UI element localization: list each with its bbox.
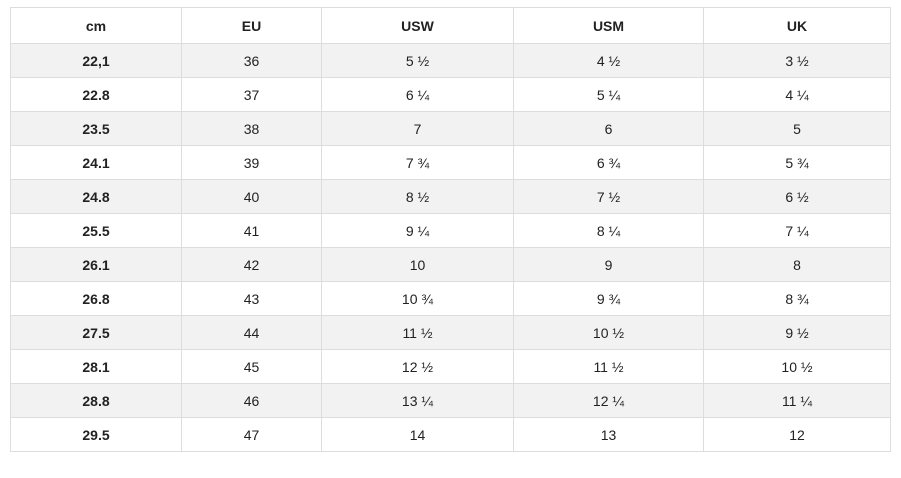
cell-uk: 4 ¼ — [703, 77, 891, 112]
cell-cm: 26.1 — [10, 247, 182, 282]
cell-eu: 36 — [181, 43, 322, 78]
header-eu: EU — [181, 7, 322, 44]
cell-usm: 5 ¼ — [513, 77, 704, 112]
cell-cm: 28.1 — [10, 349, 182, 384]
cell-usw: 12 ½ — [321, 349, 514, 384]
cell-eu: 40 — [181, 179, 322, 214]
cell-usw: 6 ¼ — [321, 77, 514, 112]
cell-eu: 47 — [181, 417, 322, 452]
cell-usm: 6 ¾ — [513, 145, 704, 180]
cell-uk: 9 ½ — [703, 315, 891, 350]
cell-eu: 42 — [181, 247, 322, 282]
cell-usw: 9 ¼ — [321, 213, 514, 248]
cell-usw: 7 — [321, 111, 514, 146]
cell-cm: 22,1 — [10, 43, 182, 78]
header-usm: USM — [513, 7, 704, 44]
size-conversion-table: cm EU USW USM UK 22,1 36 5 ½ 4 ½ 3 ½ 22.… — [10, 7, 891, 452]
cell-usm: 12 ¼ — [513, 383, 704, 418]
table-body: 22,1 36 5 ½ 4 ½ 3 ½ 22.8 37 6 ¼ 5 ¼ 4 ¼ … — [10, 43, 891, 452]
cell-cm: 24.1 — [10, 145, 182, 180]
table-row: 26.1 42 10 9 8 — [10, 247, 891, 282]
cell-usm: 4 ½ — [513, 43, 704, 78]
cell-cm: 25.5 — [10, 213, 182, 248]
cell-uk: 5 — [703, 111, 891, 146]
table-row: 26.8 43 10 ¾ 9 ¾ 8 ¾ — [10, 281, 891, 316]
cell-usm: 8 ¼ — [513, 213, 704, 248]
header-cm: cm — [10, 7, 182, 44]
cell-usw: 11 ½ — [321, 315, 514, 350]
cell-cm: 22.8 — [10, 77, 182, 112]
cell-usm: 9 ¾ — [513, 281, 704, 316]
table-row: 22.8 37 6 ¼ 5 ¼ 4 ¼ — [10, 77, 891, 112]
cell-eu: 37 — [181, 77, 322, 112]
cell-cm: 26.8 — [10, 281, 182, 316]
table-row: 28.8 46 13 ¼ 12 ¼ 11 ¼ — [10, 383, 891, 418]
cell-uk: 8 ¾ — [703, 281, 891, 316]
table-row: 24.1 39 7 ¾ 6 ¾ 5 ¾ — [10, 145, 891, 180]
cell-uk: 7 ¼ — [703, 213, 891, 248]
cell-eu: 38 — [181, 111, 322, 146]
cell-usm: 11 ½ — [513, 349, 704, 384]
cell-uk: 6 ½ — [703, 179, 891, 214]
cell-cm: 23.5 — [10, 111, 182, 146]
cell-usw: 13 ¼ — [321, 383, 514, 418]
table-header: cm EU USW USM UK — [10, 7, 891, 44]
cell-uk: 10 ½ — [703, 349, 891, 384]
cell-usw: 8 ½ — [321, 179, 514, 214]
header-row: cm EU USW USM UK — [10, 7, 891, 44]
cell-usw: 14 — [321, 417, 514, 452]
cell-usw: 5 ½ — [321, 43, 514, 78]
table-row: 25.5 41 9 ¼ 8 ¼ 7 ¼ — [10, 213, 891, 248]
cell-uk: 5 ¾ — [703, 145, 891, 180]
cell-usm: 10 ½ — [513, 315, 704, 350]
cell-uk: 8 — [703, 247, 891, 282]
table-row: 28.1 45 12 ½ 11 ½ 10 ½ — [10, 349, 891, 384]
table-row: 24.8 40 8 ½ 7 ½ 6 ½ — [10, 179, 891, 214]
cell-usw: 10 — [321, 247, 514, 282]
cell-uk: 11 ¼ — [703, 383, 891, 418]
cell-eu: 41 — [181, 213, 322, 248]
cell-uk: 12 — [703, 417, 891, 452]
cell-cm: 24.8 — [10, 179, 182, 214]
header-uk: UK — [703, 7, 891, 44]
cell-eu: 45 — [181, 349, 322, 384]
cell-eu: 44 — [181, 315, 322, 350]
cell-usm: 6 — [513, 111, 704, 146]
cell-usw: 7 ¾ — [321, 145, 514, 180]
cell-uk: 3 ½ — [703, 43, 891, 78]
cell-usm: 13 — [513, 417, 704, 452]
cell-cm: 29.5 — [10, 417, 182, 452]
cell-eu: 39 — [181, 145, 322, 180]
table-row: 23.5 38 7 6 5 — [10, 111, 891, 146]
table-row: 29.5 47 14 13 12 — [10, 417, 891, 452]
cell-eu: 43 — [181, 281, 322, 316]
cell-usm: 7 ½ — [513, 179, 704, 214]
cell-cm: 28.8 — [10, 383, 182, 418]
table-row: 22,1 36 5 ½ 4 ½ 3 ½ — [10, 43, 891, 78]
cell-cm: 27.5 — [10, 315, 182, 350]
table-row: 27.5 44 11 ½ 10 ½ 9 ½ — [10, 315, 891, 350]
cell-eu: 46 — [181, 383, 322, 418]
cell-usm: 9 — [513, 247, 704, 282]
header-usw: USW — [321, 7, 514, 44]
cell-usw: 10 ¾ — [321, 281, 514, 316]
